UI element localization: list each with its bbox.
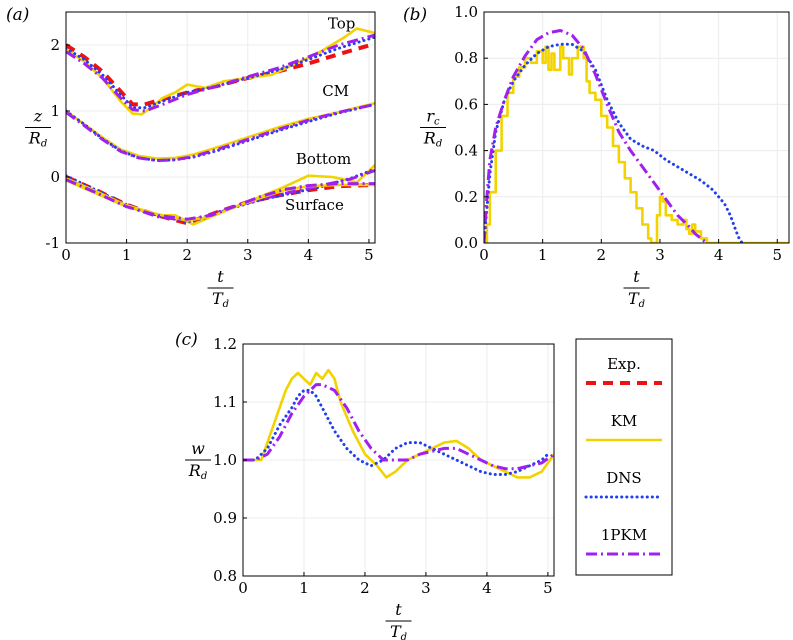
- x-tick-label: 1: [538, 246, 548, 264]
- x-tick-label: 1: [299, 579, 309, 597]
- y-tick-label: 0: [50, 168, 60, 186]
- annotation-bottom: Bottom: [296, 150, 351, 168]
- y-tick-label: 2: [50, 36, 60, 54]
- y-tick-label: 1: [50, 102, 60, 120]
- y-tick-label: 0.9: [213, 509, 237, 527]
- series-line-1pkm: [243, 383, 554, 471]
- series-line-1pkm-surface: [66, 178, 375, 221]
- y-tick-label: 0.8: [213, 567, 237, 585]
- plot-frame: [65, 11, 376, 244]
- x-tick-label: 0: [61, 246, 71, 264]
- x-axis-label: t Td: [623, 267, 650, 310]
- y-tick-label: 0.4: [454, 142, 478, 160]
- x-axis-label-denominator: Td: [212, 289, 229, 310]
- y-axis-label: w Rd: [185, 439, 211, 482]
- series-line-1pkm-top: [66, 33, 375, 113]
- x-tick-label: 2: [182, 246, 192, 264]
- x-tick-label: 5: [772, 246, 782, 264]
- x-axis-label: t Td: [207, 267, 234, 310]
- series-line-dns-top: [66, 35, 375, 110]
- panel-label: (a): [6, 5, 29, 25]
- legend-label-dns: DNS: [606, 469, 641, 487]
- x-tick-label: 0: [238, 579, 248, 597]
- y-tick-label: 0.0: [454, 234, 478, 252]
- x-axis-label-numerator: t: [395, 600, 402, 619]
- x-axis-label-denominator: Td: [390, 622, 407, 640]
- x-tick-label: 0: [479, 246, 489, 264]
- series-line-km: [484, 45, 789, 243]
- x-tick-label: 4: [482, 579, 492, 597]
- x-tick-label: 5: [543, 579, 553, 597]
- x-tick-label: 5: [364, 246, 374, 264]
- y-tick-label: 1.1: [213, 393, 237, 411]
- y-axis-label-numerator: w: [191, 439, 205, 458]
- series-line-km-top: [66, 27, 375, 116]
- legend-label-1pkm: 1PKM: [601, 526, 647, 544]
- series-line-km-bottom: [66, 164, 375, 226]
- x-tick-label: 3: [421, 579, 431, 597]
- y-axis-label: z Rd: [25, 107, 51, 150]
- panel-c: 0 1 2 3 4 5 0.8 0.9 1.0 1.1 1.2 (c) t Td w Rd: [175, 330, 555, 640]
- y-tick-label: 1.0: [213, 451, 237, 469]
- legend-box: [575, 338, 673, 576]
- x-axis-label-denominator: Td: [628, 289, 645, 310]
- annotation-surface: Surface: [285, 196, 344, 214]
- y-tick-label: 0.6: [454, 95, 478, 113]
- series-line-1pkm-cm: [66, 102, 375, 162]
- x-axis-label-numerator: t: [633, 267, 640, 286]
- y-axis-label-numerator: rc: [426, 107, 440, 128]
- legend: Exp. KM DNS 1PKM: [575, 338, 673, 576]
- y-tick-label: 1.2: [213, 335, 237, 353]
- annotation-cm: CM: [322, 82, 349, 100]
- series-line-dns: [243, 388, 550, 476]
- legend-label-exp: Exp.: [607, 355, 641, 373]
- y-tick-label: 1.0: [454, 3, 478, 21]
- y-tick-label: 0.2: [454, 188, 478, 206]
- y-tick-label: -1: [45, 234, 60, 252]
- series-group: [484, 29, 789, 243]
- series-group: [243, 368, 554, 479]
- panel-label: (c): [175, 330, 198, 350]
- series-line-dns: [484, 42, 744, 243]
- y-axis-label-denominator: Rd: [423, 129, 442, 150]
- x-axis-label: t Td: [385, 600, 412, 640]
- panel-label: (b): [403, 5, 427, 25]
- y-axis-label-denominator: Rd: [188, 461, 207, 482]
- x-tick-label: 4: [304, 246, 314, 264]
- y-axis-label-numerator: z: [33, 107, 43, 126]
- y-axis-label-denominator: Rd: [28, 129, 47, 150]
- legend-label-km: KM: [611, 412, 638, 430]
- series-group: [66, 27, 375, 226]
- x-tick-label: 3: [655, 246, 665, 264]
- x-tick-label: 3: [243, 246, 253, 264]
- annotation-top: Top: [328, 15, 355, 33]
- x-tick-label: 1: [122, 246, 132, 264]
- x-tick-label: 2: [360, 579, 370, 597]
- x-axis-label-numerator: t: [217, 267, 224, 286]
- plot-frame: [483, 11, 790, 244]
- y-tick-label: 0.8: [454, 49, 478, 67]
- x-tick-label: 2: [597, 246, 607, 264]
- x-tick-label: 4: [714, 246, 724, 264]
- series-line-1pkm: [484, 29, 708, 243]
